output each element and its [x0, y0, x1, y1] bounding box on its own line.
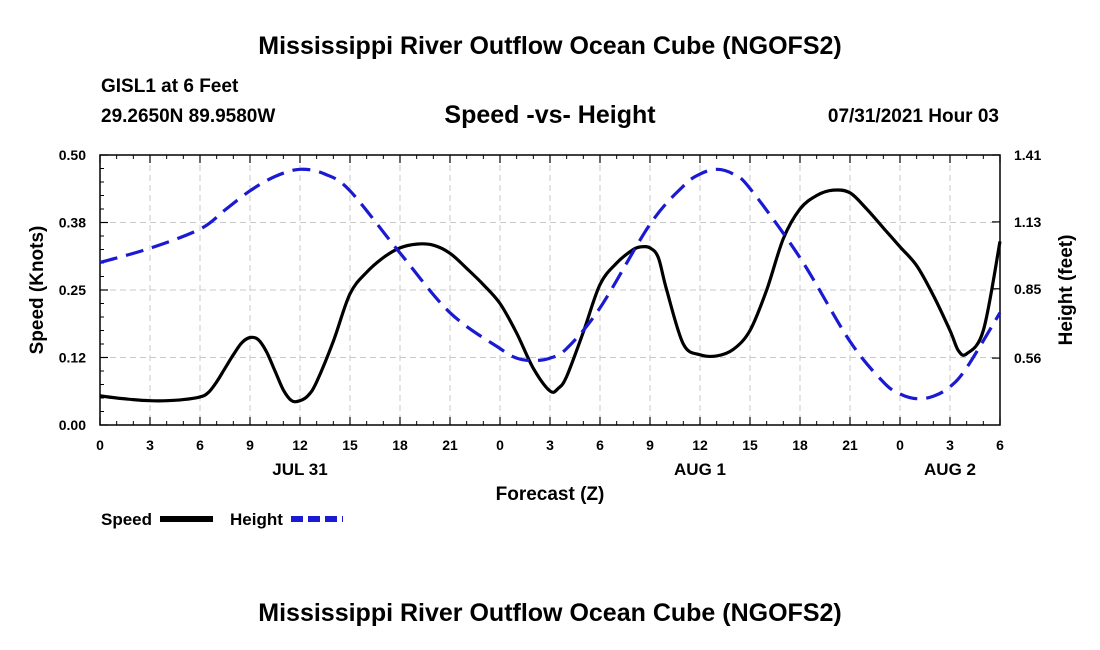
x-tick-label: 15: [742, 437, 758, 453]
bottom-title: Mississippi River Outflow Ocean Cube (NG…: [258, 599, 842, 627]
y-tick-label: 0.12: [59, 350, 86, 366]
legend-label-speed: Speed: [101, 510, 152, 529]
coordinates-label: 29.2650N 89.9580W: [101, 106, 276, 127]
x-tick-label: 6: [596, 437, 604, 453]
x-tick-label: 9: [646, 437, 654, 453]
y2-tick-label: 0.85: [1014, 281, 1041, 297]
y2-axis-title: Height (feet): [1056, 235, 1077, 346]
height-series-line: [99, 167, 1002, 401]
speed-series-line: [99, 188, 1002, 404]
x-tick-label: 18: [792, 437, 808, 453]
x-tick-label: 0: [896, 437, 904, 453]
x-axis-title: Forecast (Z): [496, 484, 605, 505]
chart-title: Speed -vs- Height: [444, 101, 656, 129]
x-tick-label: 18: [392, 437, 408, 453]
date-label: AUG 1: [674, 460, 726, 479]
y-tick-label: 0.00: [59, 417, 86, 433]
legend-label-height: Height: [230, 510, 283, 529]
x-tick-label: 0: [96, 437, 104, 453]
date-label: JUL 31: [272, 460, 327, 479]
y-tick-label: 0.38: [59, 215, 86, 231]
x-tick-label: 3: [546, 437, 554, 453]
y2-tick-label: 1.41: [1014, 147, 1041, 163]
y-axis-title: Speed (Knots): [27, 226, 48, 355]
x-tick-label: 12: [292, 437, 308, 453]
y2-tick-label: 1.13: [1014, 214, 1041, 230]
x-tick-label: 21: [442, 437, 458, 453]
x-tick-label: 0: [496, 437, 504, 453]
y-tick-label: 0.50: [59, 147, 86, 163]
top-title: Mississippi River Outflow Ocean Cube (NG…: [258, 32, 842, 60]
x-tick-label: 3: [946, 437, 954, 453]
y-tick-label: 0.25: [59, 282, 86, 298]
date-label: AUG 2: [924, 460, 976, 479]
x-tick-label: 6: [196, 437, 204, 453]
y2-tick-label: 0.56: [1014, 350, 1041, 366]
x-tick-label: 9: [246, 437, 254, 453]
x-tick-label: 12: [692, 437, 708, 453]
x-tick-label: 6: [996, 437, 1004, 453]
x-tick-label: 21: [842, 437, 858, 453]
station-label: GISL1 at 6 Feet: [101, 76, 239, 97]
x-tick-label: 3: [146, 437, 154, 453]
datetime-label: 07/31/2021 Hour 03: [827, 106, 999, 127]
x-tick-label: 15: [342, 437, 358, 453]
